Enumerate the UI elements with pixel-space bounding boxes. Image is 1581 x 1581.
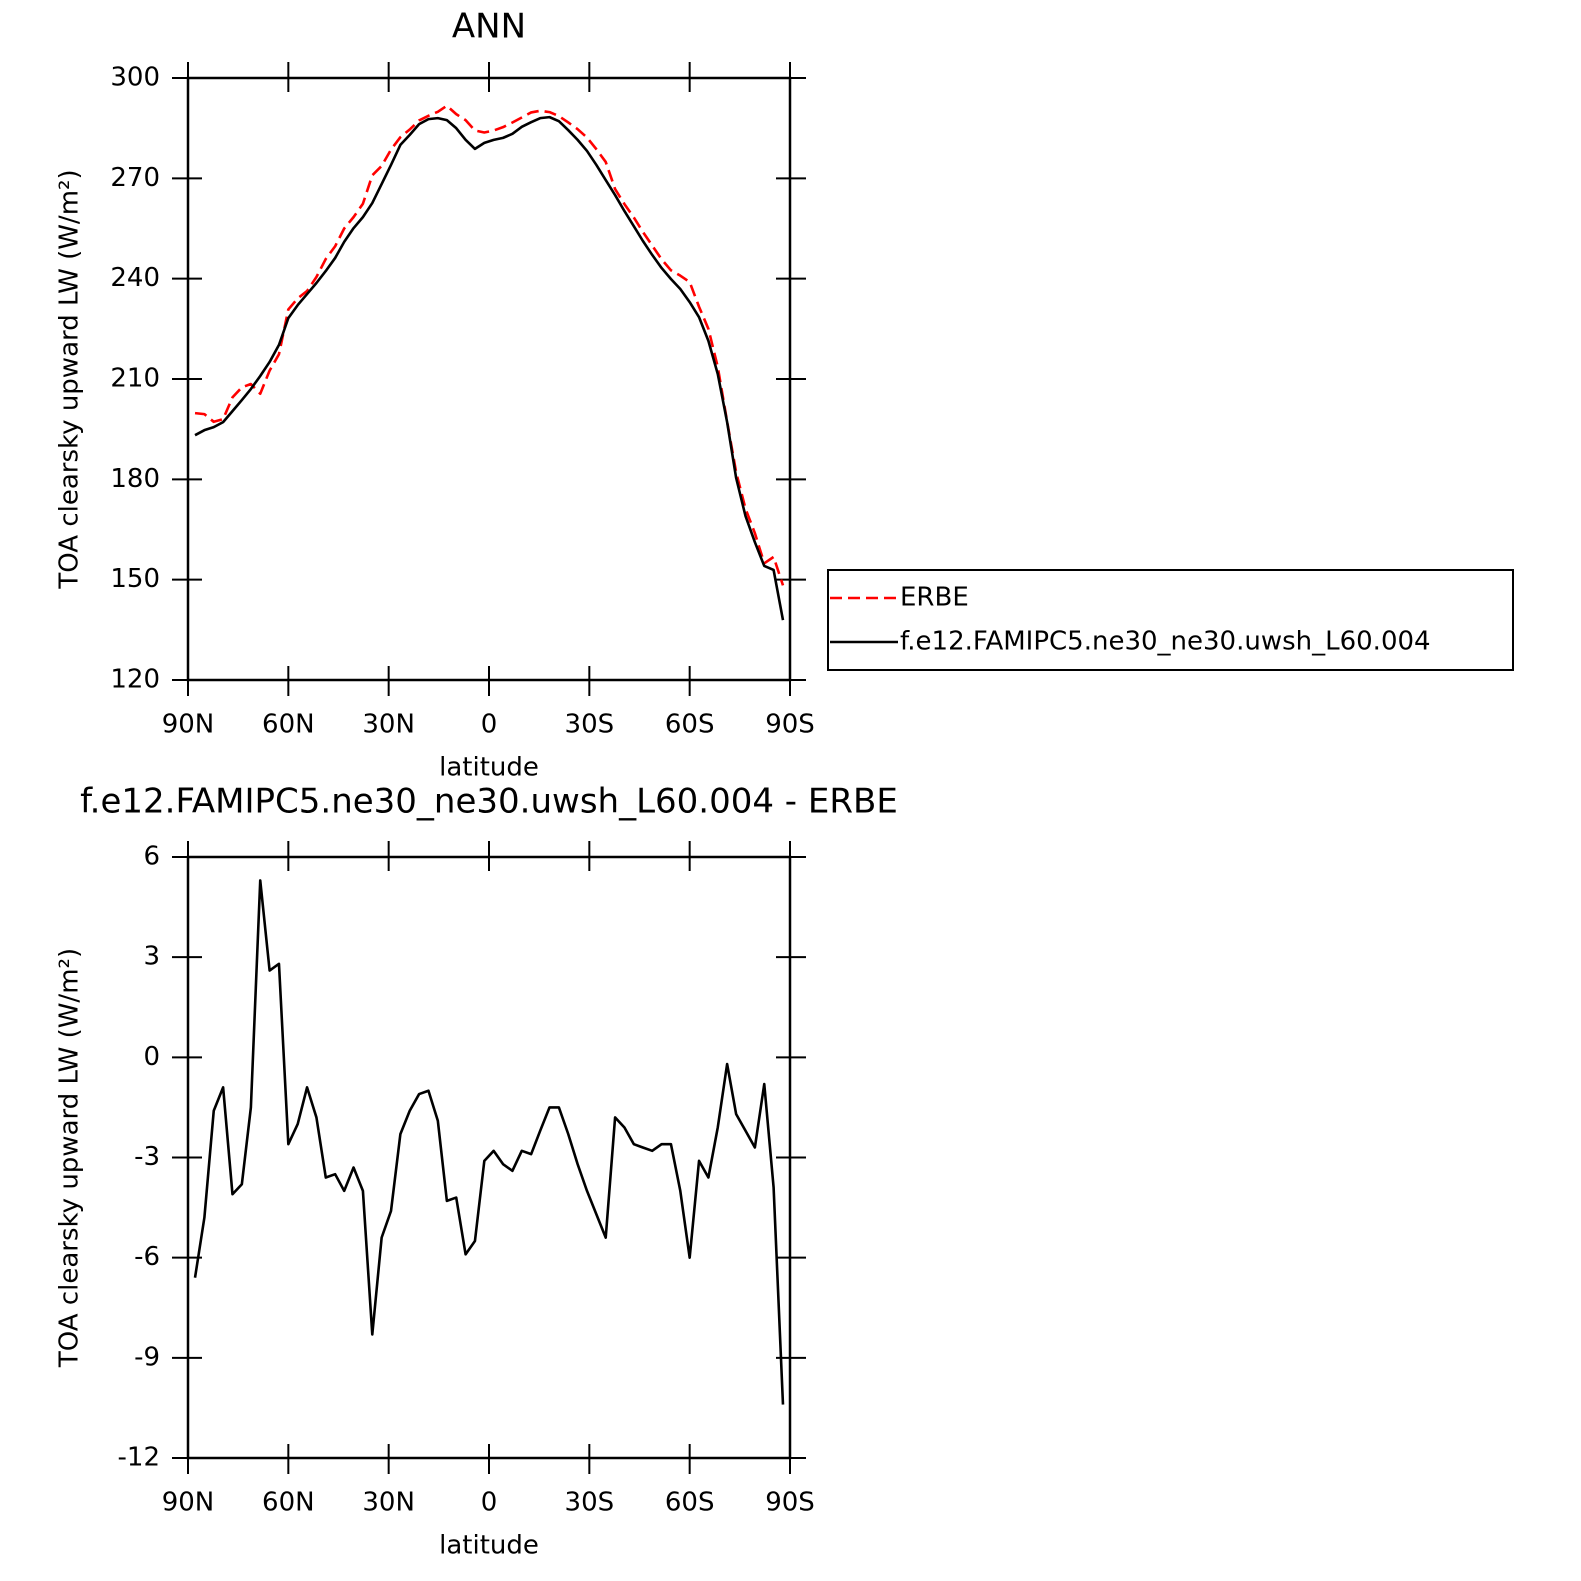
x-tick-label: 90S xyxy=(765,710,815,740)
x-tick-label: 30N xyxy=(362,710,415,740)
x-tick-label: 90S xyxy=(765,1488,815,1518)
x-tick-label: 60N xyxy=(262,710,315,740)
x-tick-label: 90N xyxy=(162,1488,215,1518)
series-line xyxy=(193,879,785,1405)
x-tick-label: 60N xyxy=(262,1488,315,1518)
x-tick-label: 30S xyxy=(565,710,615,740)
y-tick-label: 6 xyxy=(143,842,160,872)
y-tick-label: 210 xyxy=(110,364,160,394)
legend-label: ERBE xyxy=(900,583,969,613)
x-tick-label: 0 xyxy=(481,1488,498,1518)
x-tick-label: 60S xyxy=(665,710,715,740)
legend-box xyxy=(827,569,1514,671)
chart-title: f.e12.FAMIPC5.ne30_ne30.uwsh_L60.004 - E… xyxy=(80,782,898,822)
x-axis-label: latitude xyxy=(439,753,539,783)
series-line xyxy=(194,115,785,621)
y-tick-label: 120 xyxy=(110,665,160,695)
y-tick-label: 150 xyxy=(110,564,160,594)
chart-title: ANN xyxy=(452,7,526,47)
y-tick-label: 0 xyxy=(143,1042,160,1072)
x-axis-label: latitude xyxy=(439,1531,539,1561)
y-axis-label: TOA clearsky upward LW (W/m²) xyxy=(55,948,85,1368)
y-tick-label: -9 xyxy=(134,1342,160,1372)
y-axis-label: TOA clearsky upward LW (W/m²) xyxy=(55,169,85,589)
plot-frame xyxy=(186,855,792,1460)
plot-frame xyxy=(186,76,792,682)
y-tick-label: 3 xyxy=(143,942,160,972)
series-line xyxy=(194,104,785,586)
y-tick-label: -6 xyxy=(134,1242,160,1272)
legend-label: f.e12.FAMIPC5.ne30_ne30.uwsh_L60.004 xyxy=(900,627,1431,657)
x-tick-label: 90N xyxy=(162,710,215,740)
x-tick-label: 30S xyxy=(565,1488,615,1518)
y-tick-label: 300 xyxy=(110,63,160,93)
y-tick-label: -12 xyxy=(118,1443,160,1473)
y-tick-label: -3 xyxy=(134,1142,160,1172)
x-tick-label: 60S xyxy=(665,1488,715,1518)
y-tick-label: 240 xyxy=(110,263,160,293)
y-tick-label: 270 xyxy=(110,163,160,193)
x-tick-label: 30N xyxy=(362,1488,415,1518)
x-tick-label: 0 xyxy=(481,710,498,740)
y-tick-label: 180 xyxy=(110,464,160,494)
